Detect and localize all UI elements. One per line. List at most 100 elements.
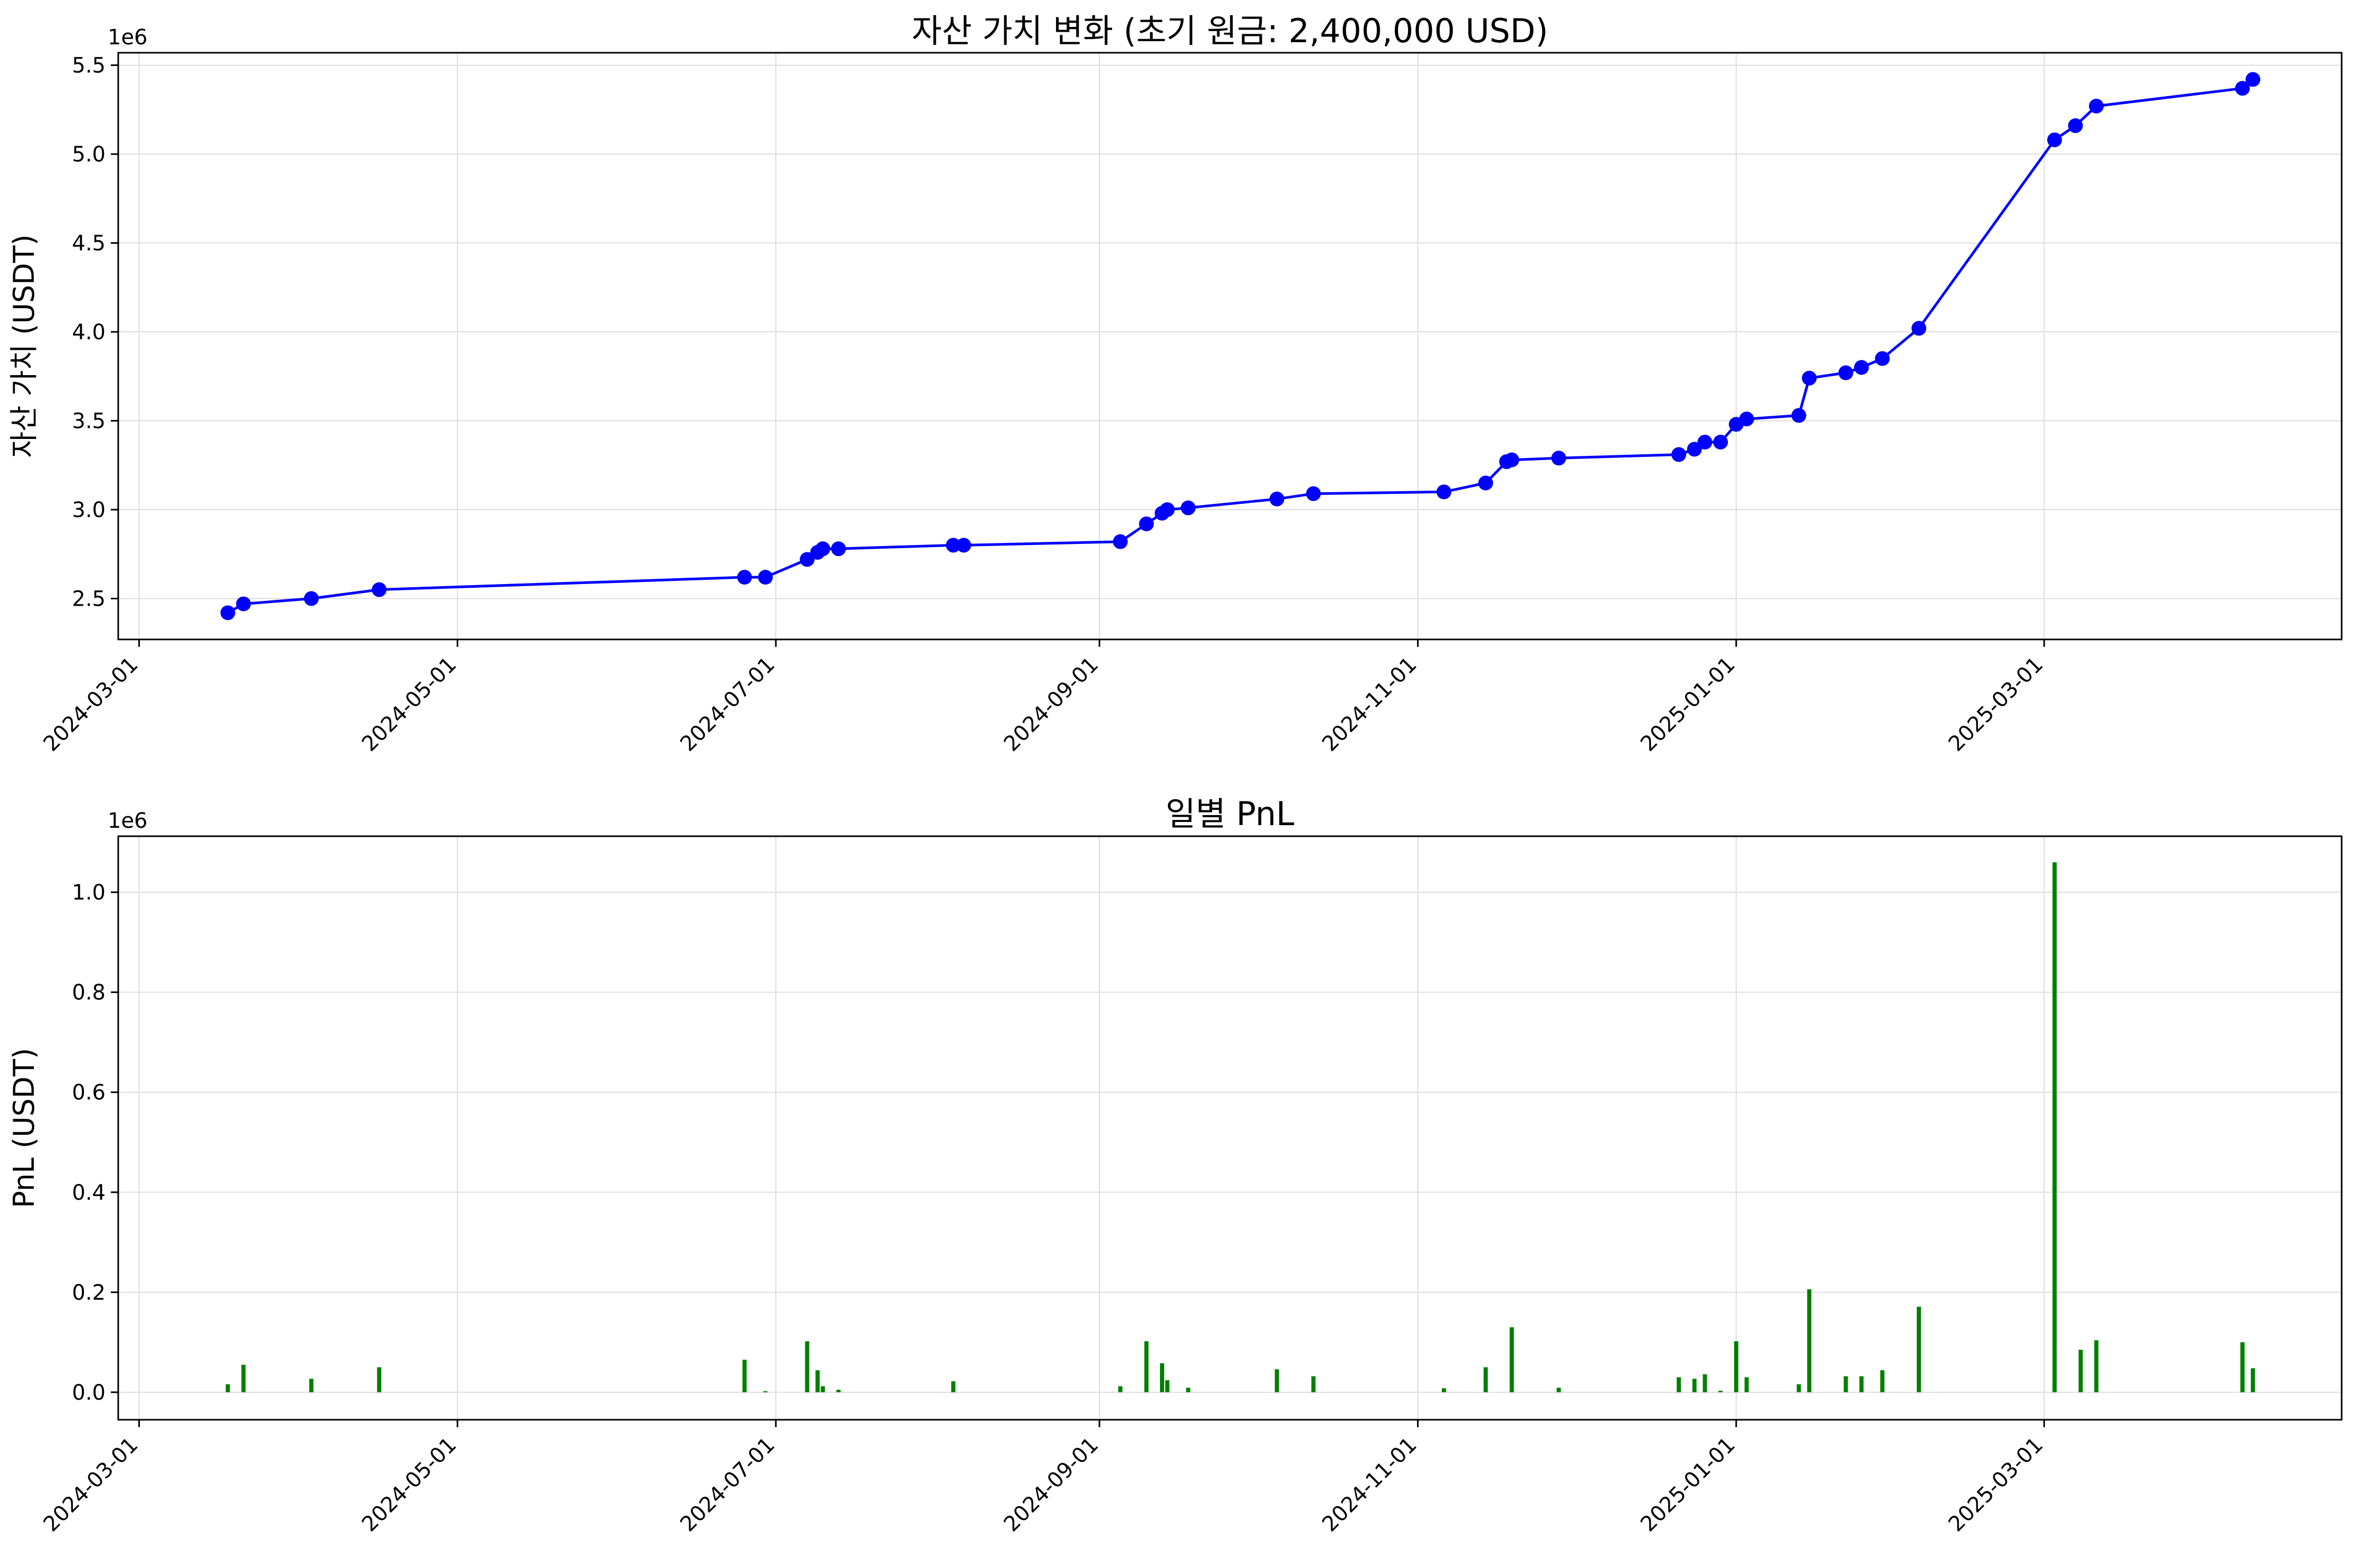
data-point xyxy=(1306,486,1321,501)
x-tick-label: 2024-05-01 xyxy=(357,1433,461,1537)
pnl-bar xyxy=(821,1386,825,1392)
x-tick-label: 2025-01-01 xyxy=(1636,653,1740,757)
pnl-bar xyxy=(309,1379,313,1392)
data-point xyxy=(2235,81,2250,96)
pnl-bar xyxy=(1186,1388,1191,1392)
data-point xyxy=(1687,442,1702,457)
data-point xyxy=(1875,351,1890,366)
y-tick-label: 0.6 xyxy=(72,1081,106,1105)
data-point xyxy=(1269,491,1285,506)
pnl-bar xyxy=(2094,1340,2099,1392)
data-point xyxy=(1802,370,1817,386)
y-tick-label: 0.8 xyxy=(72,981,106,1005)
chart-title: 자산 가치 변화 (초기 원금: 2,400,000 USD) xyxy=(912,12,1548,50)
data-point xyxy=(1551,451,1566,466)
data-point xyxy=(1113,534,1128,549)
x-tick-label: 2024-09-01 xyxy=(999,653,1103,757)
y-tick-label: 5.5 xyxy=(72,54,106,78)
pnl-bar xyxy=(1880,1370,1885,1392)
pnl-bar xyxy=(951,1381,956,1392)
data-point xyxy=(303,591,319,606)
data-point xyxy=(1838,365,1853,380)
pnl-bar xyxy=(2078,1350,2083,1392)
y-tick-label: 5.0 xyxy=(72,142,106,167)
asset-value-line xyxy=(227,78,2254,614)
data-point xyxy=(2245,72,2260,87)
data-point xyxy=(2047,132,2062,148)
y-tick-label: 4.5 xyxy=(72,232,106,256)
x-tick-label: 2024-11-01 xyxy=(1318,653,1422,757)
data-point xyxy=(1181,500,1196,515)
pnl-bar xyxy=(1734,1341,1738,1392)
data-point xyxy=(236,596,251,611)
pnl-bar xyxy=(1744,1377,1749,1392)
pnl-bar xyxy=(1442,1388,1446,1392)
pnl-bar xyxy=(1807,1289,1812,1392)
pnl-bar xyxy=(1796,1384,1801,1392)
y-scale-multiplier: 1e6 xyxy=(108,809,148,833)
data-point xyxy=(1478,475,1494,491)
pnl-bar xyxy=(1144,1341,1149,1392)
data-point xyxy=(1713,434,1728,450)
data-point xyxy=(2089,99,2104,114)
data-point xyxy=(946,538,961,553)
chart-title: 일별 PnL xyxy=(1166,795,1295,833)
y-tick-label: 0.0 xyxy=(72,1381,106,1405)
x-tick-label: 2024-03-01 xyxy=(39,653,143,757)
data-point xyxy=(2068,118,2083,133)
grid xyxy=(118,53,2342,639)
data-point xyxy=(1436,484,1451,500)
data-point xyxy=(758,570,773,585)
pnl-bar xyxy=(1165,1380,1170,1392)
data-point xyxy=(1791,408,1806,423)
data-point xyxy=(1911,321,1926,336)
y-tick-label: 2.5 xyxy=(72,587,106,611)
data-point xyxy=(1697,434,1713,450)
asset-value-chart: 2024-03-01 2024-05-01 2024-07-01 2024-09-01… xyxy=(7,12,2343,757)
y-tick-label: 3.5 xyxy=(72,409,106,434)
x-tick-label: 2024-05-01 xyxy=(357,653,461,757)
pnl-bar xyxy=(742,1360,747,1392)
data-point xyxy=(831,541,846,557)
pnl-bar xyxy=(1275,1369,1279,1392)
x-tick-label: 2024-07-01 xyxy=(676,1433,779,1537)
data-point xyxy=(1671,447,1687,462)
x-tick-label: 2025-03-01 xyxy=(1944,653,2048,757)
pnl-bar xyxy=(241,1364,246,1392)
pnl-bar xyxy=(225,1384,230,1392)
y-axis-label: 자산 가치 (USDT) xyxy=(7,234,41,458)
data-point xyxy=(1139,516,1154,531)
data-point xyxy=(1854,360,1869,375)
pnl-bar xyxy=(2240,1342,2245,1392)
y-scale-multiplier: 1e6 xyxy=(108,25,148,50)
x-tick-label: 2025-01-01 xyxy=(1636,1433,1740,1537)
x-tick-label: 2024-09-01 xyxy=(999,1433,1103,1537)
pnl-bar xyxy=(763,1391,768,1392)
pnl-bar xyxy=(2250,1368,2255,1392)
plot-frame xyxy=(117,835,2343,1421)
plot-frame xyxy=(117,52,2343,640)
data-point xyxy=(1739,412,1754,427)
data-point xyxy=(1159,502,1175,518)
pnl-bar xyxy=(1703,1374,1707,1392)
data-point xyxy=(1504,452,1519,467)
data-point xyxy=(372,582,387,597)
data-point xyxy=(737,570,752,585)
data-point xyxy=(956,538,972,553)
pnl-bar xyxy=(1311,1376,1316,1392)
pnl-bar xyxy=(1118,1386,1123,1392)
pnl-bar xyxy=(815,1370,820,1392)
data-point xyxy=(815,541,831,557)
pnl-bar xyxy=(1677,1377,1681,1392)
pnl-bar xyxy=(1859,1376,1864,1392)
y-tick-label: 3.0 xyxy=(72,498,106,522)
pnl-bar xyxy=(1843,1376,1848,1392)
pnl-bar xyxy=(377,1367,382,1392)
y-tick-label: 0.4 xyxy=(72,1181,106,1205)
x-tick-label: 2024-07-01 xyxy=(676,653,779,757)
x-tick-label: 2025-03-01 xyxy=(1944,1433,2048,1537)
y-tick-label: 1.0 xyxy=(72,881,106,905)
pnl-bar xyxy=(2052,862,2057,1392)
